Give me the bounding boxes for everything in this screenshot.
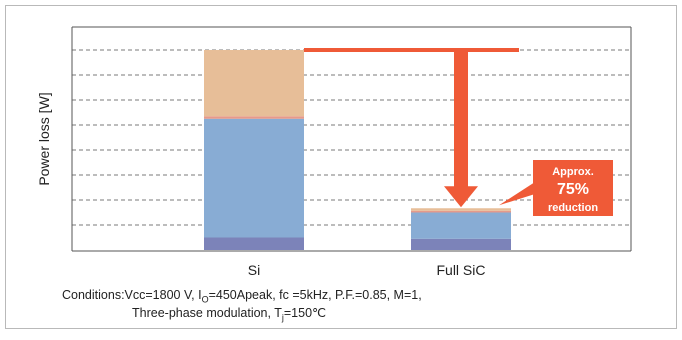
- bar-segment-si-1: [204, 237, 304, 250]
- y-axis-label: Power loss [W]: [36, 92, 52, 185]
- x-tick-label: Full SiC: [436, 262, 485, 278]
- conditions-line-1-end: =450Apeak, fc =5kHz, P.F.=0.85, M=1,: [208, 288, 422, 302]
- callout-text: 75%: [557, 181, 589, 198]
- arrow-head: [444, 186, 478, 208]
- conditions-line-2: Three-phase modulation, Tj=150℃: [0, 305, 682, 323]
- conditions-line-1: Conditions:Vcc=1800 V, IO=450Apeak, fc =…: [0, 288, 682, 305]
- bar-segment-si-4: [204, 50, 304, 117]
- bars: [204, 50, 511, 250]
- conditions-subscript-o: O: [201, 294, 209, 305]
- conditions-line-2-start: Three-phase modulation, T: [132, 306, 282, 320]
- callout-pointer: [499, 182, 535, 206]
- outer-border: [5, 5, 677, 329]
- conditions-subscript-j: j: [281, 312, 284, 323]
- callout-text: reduction: [548, 202, 598, 214]
- conditions-line-2-end: =150℃: [283, 306, 327, 320]
- callout-text: Approx.: [552, 166, 594, 178]
- callout-box: [533, 160, 613, 216]
- arrow-shaft: [454, 50, 468, 189]
- reference-line: [304, 48, 519, 52]
- bar-segment-full-sic-1: [411, 238, 511, 250]
- bar-segment-full-sic-3: [411, 210, 511, 213]
- bar-segment-si-2: [204, 118, 304, 238]
- x-tick-label: Si: [248, 262, 260, 278]
- axes: Si Full SiC Power loss [W]: [36, 26, 632, 278]
- bar-segment-si-3: [204, 116, 304, 119]
- reduction-annotation: Approx. 75% reduction: [304, 48, 613, 216]
- conditions-line-1-start: Conditions:Vcc=1800 V, I: [62, 288, 202, 302]
- bar-segment-full-sic-4: [411, 208, 511, 211]
- bar-segment-full-sic-2: [411, 212, 511, 239]
